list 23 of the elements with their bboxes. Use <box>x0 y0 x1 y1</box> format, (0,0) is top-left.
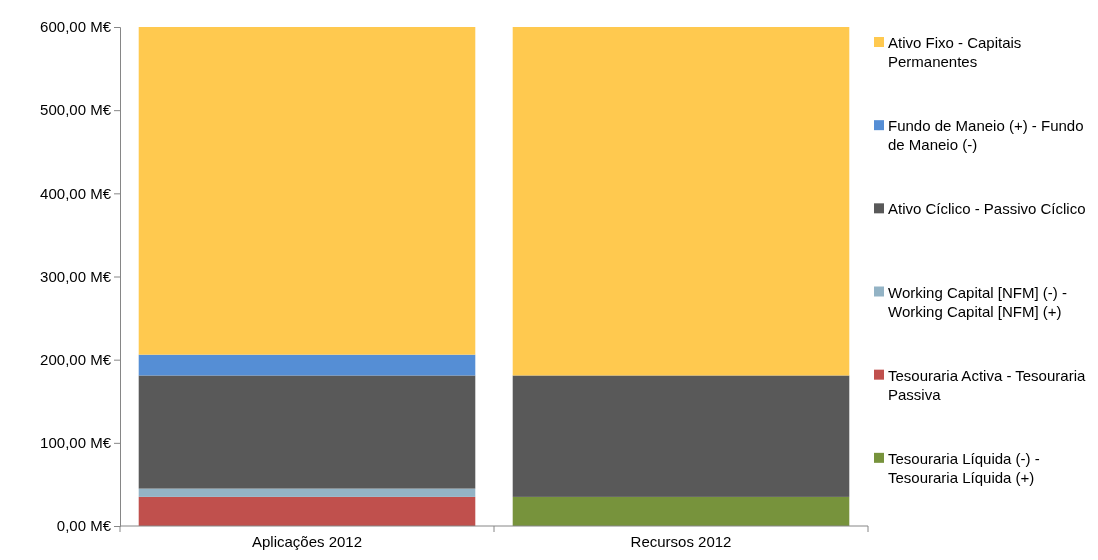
bar <box>512 27 850 376</box>
bar <box>138 27 476 355</box>
bar <box>512 496 850 526</box>
y-tick-label: 600,00 M€ <box>40 18 112 36</box>
x-tick-label: Aplicações 2012 <box>251 533 363 550</box>
bar <box>138 488 476 497</box>
bar <box>512 375 850 497</box>
legend-label: Tesouraria Líquida (-) - Tesouraria Líquida (+) <box>888 449 1040 486</box>
legend-label: Tesouraria Activa - Tesouraria Passiva <box>888 366 1086 403</box>
y-tick-label: 300,00 M€ <box>40 267 112 285</box>
y-tick-label: 500,00 M€ <box>40 101 112 119</box>
bar <box>138 354 476 376</box>
bar <box>138 375 476 489</box>
y-tick-label: 100,00 M€ <box>40 434 112 452</box>
y-tick-label: 400,00 M€ <box>40 184 112 202</box>
legend-label: Ativo Fixo - Capitais Permanentes <box>888 34 1022 70</box>
bar <box>138 496 476 526</box>
legend-label: Fundo de Maneio (+) - Fundo de Maneio (-) <box>888 117 1084 154</box>
legend-label: Working Capital [NFM] (-) - Working Capital [NFM] (+) <box>888 283 1067 320</box>
x-tick-label: Recursos 2012 <box>630 533 732 550</box>
y-tick-label: 200,00 M€ <box>40 350 112 368</box>
y-tick-label: 0,00 M€ <box>56 517 112 535</box>
legend-label: Ativo Cíclico - Passivo Cíclico <box>888 200 1086 218</box>
